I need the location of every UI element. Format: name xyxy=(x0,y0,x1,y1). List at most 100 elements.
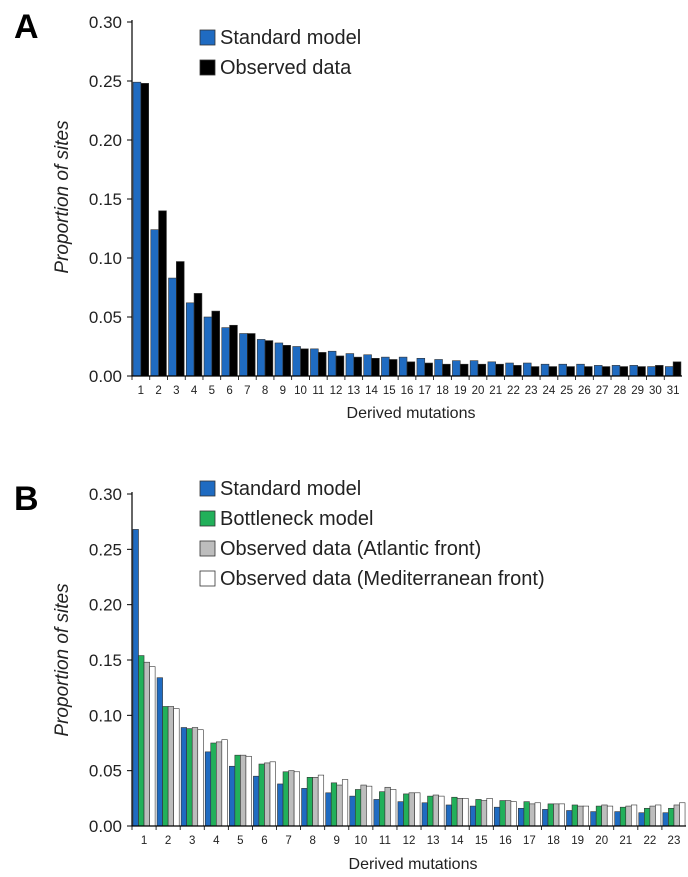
bar-a-standard-model-29 xyxy=(629,365,638,377)
bar-a-observed-data-2 xyxy=(158,210,167,377)
bar-b-observed-data-atlantic-front--12 xyxy=(408,792,415,827)
x-tick-label-a: 2 xyxy=(155,385,161,397)
bar-a-standard-model-1 xyxy=(132,81,142,377)
bar-b-bottleneck-model-10 xyxy=(354,789,362,827)
bar-b-standard-model-4 xyxy=(204,751,212,827)
bar-b-bottleneck-model-4 xyxy=(210,742,217,827)
bar-b-observed-data-mediterranean-front--2 xyxy=(173,708,180,827)
bar-b-bottleneck-model-12 xyxy=(403,793,410,827)
y-tick-label-a: 0.20 xyxy=(89,131,122,150)
bar-b-bottleneck-model-22 xyxy=(644,807,651,827)
x-tick-label-a: 19 xyxy=(454,385,467,397)
y-tick-label-b: 0.20 xyxy=(89,596,122,615)
x-tick-label-a: 8 xyxy=(262,385,268,397)
bar-b-standard-model-10 xyxy=(349,795,356,827)
bar-b-bottleneck-model-20 xyxy=(595,805,602,827)
bar-b-observed-data-atlantic-front--1 xyxy=(143,661,150,827)
bars-b xyxy=(132,529,686,827)
bar-b-observed-data-atlantic-front--13 xyxy=(432,794,439,827)
bar-b-observed-data-mediterranean-front--10 xyxy=(366,785,373,827)
bar-b-standard-model-20 xyxy=(590,811,597,827)
bar-b-standard-model-3 xyxy=(180,727,187,827)
legend-swatch-b-0 xyxy=(199,480,216,497)
x-ticks-a: 1 2 3 4 5 6 7 8 9 10 11 12 13 14 15 16 17 18 19 20 21 22 23 24 2… xyxy=(131,376,680,397)
legend-swatch-a-1 xyxy=(199,59,216,76)
bar-a-observed-data-4 xyxy=(193,293,203,377)
x-tick-label-a: 24 xyxy=(543,385,556,397)
bar-b-standard-model-22 xyxy=(638,812,645,827)
bar-a-observed-data-28 xyxy=(619,366,629,377)
bar-a-standard-model-16 xyxy=(398,356,408,377)
bar-a-standard-model-9 xyxy=(274,342,284,377)
legend-label-a-1: Observed data xyxy=(220,57,352,79)
legend-label-b-3: Observed data (Mediterranean front) xyxy=(220,568,545,590)
x-tick-label-a: 9 xyxy=(280,385,286,397)
bar-a-standard-model-2 xyxy=(150,229,159,377)
bar-a-observed-data-1 xyxy=(140,83,149,377)
bar-b-standard-model-13 xyxy=(421,802,428,827)
bar-a-observed-data-3 xyxy=(176,261,185,377)
bar-a-observed-data-11 xyxy=(317,352,327,377)
bar-b-observed-data-mediterranean-front--17 xyxy=(534,802,541,827)
bar-b-bottleneck-model-19 xyxy=(571,804,578,827)
bar-b-observed-data-mediterranean-front--15 xyxy=(486,798,493,827)
bar-a-observed-data-6 xyxy=(229,324,238,377)
y-tick-label-b: 0.25 xyxy=(89,540,122,559)
bar-b-observed-data-atlantic-front--18 xyxy=(553,803,560,827)
x-tick-label-b: 8 xyxy=(309,835,315,847)
bar-b-bottleneck-model-7 xyxy=(282,771,289,827)
bar-b-bottleneck-model-1 xyxy=(138,655,145,827)
bar-b-observed-data-atlantic-front--10 xyxy=(360,784,367,827)
bar-b-observed-data-mediterranean-front--9 xyxy=(341,779,349,827)
bar-b-observed-data-mediterranean-front--19 xyxy=(582,805,589,827)
bar-b-observed-data-mediterranean-front--4 xyxy=(221,739,228,827)
bar-b-bottleneck-model-15 xyxy=(475,799,482,827)
bar-a-observed-data-7 xyxy=(247,333,256,377)
bar-b-bottleneck-model-18 xyxy=(547,803,554,827)
bar-b-bottleneck-model-2 xyxy=(162,706,169,827)
bar-b-observed-data-atlantic-front--2 xyxy=(167,706,174,827)
x-tick-label-b: 11 xyxy=(379,835,391,847)
bar-b-bottleneck-model-9 xyxy=(330,782,338,827)
bar-a-observed-data-16 xyxy=(406,361,416,377)
x-tick-label-a: 22 xyxy=(507,385,520,397)
bar-b-bottleneck-model-11 xyxy=(379,791,386,827)
bar-a-standard-model-24 xyxy=(540,363,550,377)
bar-a-observed-data-10 xyxy=(300,348,309,377)
x-tick-label-b: 19 xyxy=(571,835,584,847)
bar-a-standard-model-30 xyxy=(647,366,656,377)
bar-b-observed-data-mediterranean-front--5 xyxy=(245,755,252,827)
bar-b-standard-model-5 xyxy=(229,765,236,827)
bar-a-standard-model-12 xyxy=(327,350,337,377)
bar-b-bottleneck-model-13 xyxy=(427,795,434,827)
x-tick-label-a: 7 xyxy=(244,385,250,397)
bar-a-standard-model-13 xyxy=(345,353,355,377)
y-ticks-b: 0.00 0.05 0.10 0.15 0.20 0.25 0.30 xyxy=(89,485,132,836)
x-ticks-b: 1 2 3 4 5 6 7 8 9 10 11 12 13 14 15 16 17 18 19 20 21 22 23 xyxy=(131,826,680,847)
y-tick-label-a: 0.05 xyxy=(89,308,122,327)
bar-b-observed-data-mediterranean-front--6 xyxy=(269,761,276,827)
x-tick-label-b: 4 xyxy=(213,835,220,847)
bar-b-standard-model-15 xyxy=(469,805,477,827)
bar-b-bottleneck-model-14 xyxy=(451,796,458,827)
bar-a-observed-data-24 xyxy=(548,366,558,377)
bar-b-standard-model-21 xyxy=(614,811,621,827)
bar-b-standard-model-8 xyxy=(301,788,308,827)
x-tick-label-b: 10 xyxy=(354,835,367,847)
y-tick-label-a: 0.15 xyxy=(89,190,122,209)
bar-a-standard-model-28 xyxy=(611,365,621,377)
bar-b-standard-model-12 xyxy=(397,801,404,827)
bar-b-observed-data-atlantic-front--19 xyxy=(577,805,584,827)
x-tick-label-a: 1 xyxy=(138,385,144,397)
bar-b-observed-data-mediterranean-front--14 xyxy=(462,798,469,827)
axes-a xyxy=(131,20,682,377)
bar-a-observed-data-22 xyxy=(513,365,522,377)
x-tick-label-a: 13 xyxy=(347,385,360,397)
y-axis-title-a: Proportion of sites xyxy=(52,120,73,274)
bar-b-bottleneck-model-23 xyxy=(668,807,675,827)
bar-a-observed-data-8 xyxy=(264,340,274,377)
y-tick-label-a: 0.10 xyxy=(89,249,122,268)
x-tick-label-b: 1 xyxy=(141,835,147,847)
x-tick-label-a: 17 xyxy=(418,385,431,397)
